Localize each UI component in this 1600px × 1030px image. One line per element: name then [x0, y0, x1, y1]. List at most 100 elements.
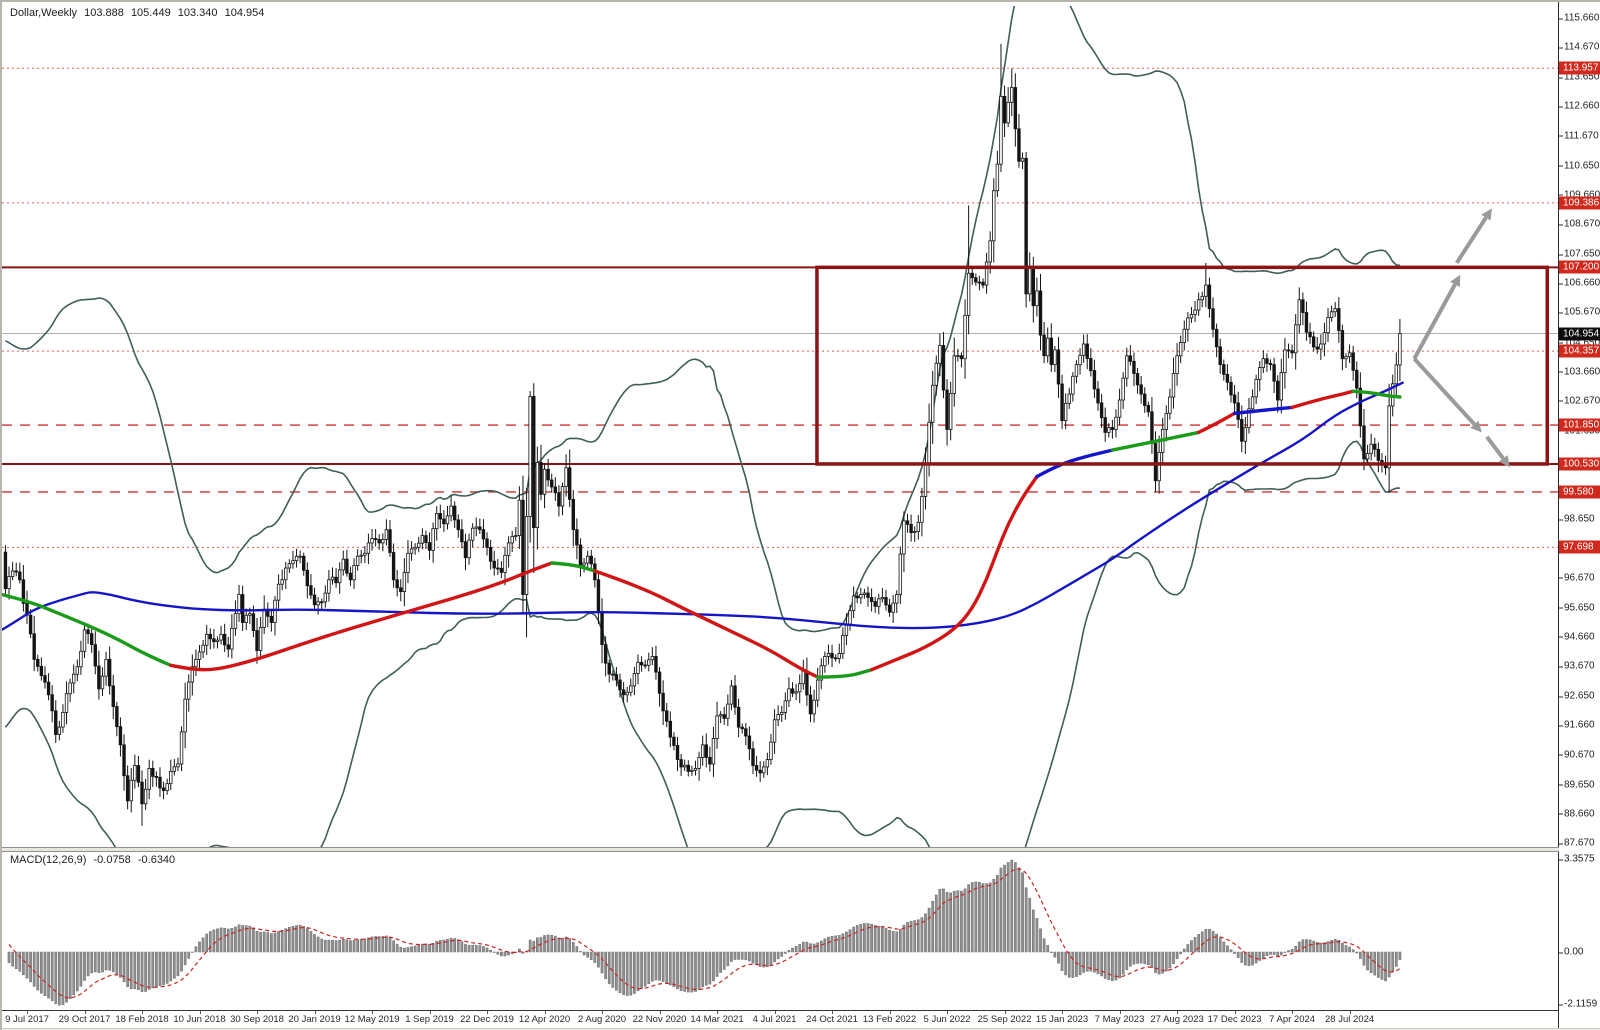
level-price-badge-104.357: 104.357 [1559, 344, 1600, 358]
date-label-5-Jun-2022: 5 Jun 2022 [923, 1014, 971, 1025]
date-tick [659, 1011, 661, 1014]
trend-ma-segment-g-0 [2, 592, 173, 667]
trend-ma-segment-b-9 [1232, 405, 1294, 415]
trend-ma-segment-r-10 [1290, 389, 1355, 410]
open-value: 103.888 [84, 7, 124, 19]
date-label-14-Mar-2021: 14 Mar 2021 [690, 1014, 744, 1025]
price-axis-label-111.670: 111.670 [1559, 130, 1599, 142]
date-label-28-Jul-2024: 28 Jul 2024 [1325, 1014, 1375, 1025]
date-tick [947, 1011, 949, 1014]
date-tick [1004, 1011, 1006, 1014]
price-axis-label-104.650: 104.650 [1558, 337, 1600, 349]
date-label-12-May-2019: 12 May 2019 [344, 1014, 400, 1025]
macd-histogram [7, 859, 1402, 1006]
price-axis-label-90.670: 90.670 [1559, 749, 1595, 761]
price-axis-label-110.650: 110.650 [1558, 160, 1600, 172]
date-label-9-Jul-2017: 9 Jul 2017 [5, 1014, 49, 1025]
price-axis-label-107.650: 107.650 [1558, 248, 1600, 260]
date-tick [1119, 1011, 1121, 1014]
level-price-badge-107.200: 107.200 [1559, 260, 1600, 274]
date-tick [199, 1011, 201, 1014]
symbol-period-label: Dollar,Weekly [10, 7, 78, 19]
price-axis-label-108.670: 108.670 [1558, 218, 1600, 230]
date-tick [1292, 1011, 1294, 1014]
date-tick [372, 1011, 374, 1014]
macd-label: MACD(12,26,9) [10, 854, 87, 866]
level-price-badge-113.957: 113.957 [1559, 61, 1600, 75]
range-rectangle-annotation[interactable] [815, 265, 1550, 466]
price-axis-label-98.650: 98.650 [1559, 513, 1595, 525]
date-tick [774, 1011, 776, 1014]
price-axis-label-106.660: 106.660 [1558, 277, 1600, 289]
date-label-20-Jan-2019: 20 Jan 2019 [288, 1014, 341, 1025]
projection-arrow-up-1[interactable] [1455, 208, 1492, 265]
date-tick [1062, 1011, 1064, 1014]
trend-ma-segment-r-3 [593, 569, 820, 679]
date-label-4-Jul-2021: 4 Jul 2021 [752, 1014, 797, 1025]
trend-ma-segment-b-6 [1035, 448, 1115, 479]
price-axis-label-115.660: 115.660 [1558, 12, 1600, 24]
date-tick [889, 1011, 891, 1014]
price-axis-label-89.650: 89.650 [1559, 779, 1595, 791]
status-strip [2, 1028, 1600, 1030]
date-label-7-May-2023: 7 May 2023 [1094, 1014, 1145, 1025]
high-value: 105.449 [130, 7, 171, 19]
date-label-29-Oct-2017: 29 Oct 2017 [58, 1014, 111, 1025]
date-tick [84, 1011, 86, 1014]
macd-pane[interactable] [7, 859, 1402, 1006]
chart-plot-area[interactable] [2, 2, 1559, 1030]
date-tick [314, 1011, 316, 1014]
projection-arrow-down-3[interactable] [1485, 435, 1510, 468]
date-label-12-Apr-2020: 12 Apr 2020 [518, 1014, 571, 1025]
date-tick [1349, 1011, 1351, 1014]
macd-signal-line [8, 868, 1401, 999]
price-axis-label-105.670: 105.670 [1558, 306, 1600, 318]
date-label-30-Sep-2018: 30 Sep 2018 [230, 1014, 284, 1025]
date-label-22-Dec-2019: 22 Dec 2019 [460, 1014, 514, 1025]
price-pane[interactable] [2, 2, 1558, 904]
level-price-badge-97.698: 97.698 [1559, 540, 1600, 554]
macd-indicator-title: MACD(12,26,9) -0.0758 -0.6340 [10, 854, 179, 866]
close-value: 104.954 [224, 7, 265, 19]
price-axis-label-102.670: 102.670 [1558, 395, 1600, 407]
projection-arrow-down-2[interactable] [1412, 357, 1482, 433]
date-label-17-Dec-2023: 17 Dec 2023 [1207, 1014, 1262, 1025]
price-axis-label-112.660: 112.660 [1558, 100, 1600, 112]
macd-signal-value: -0.6340 [137, 854, 176, 866]
macd-axis-zero: 0.00 [1558, 946, 1584, 958]
date-label-13-Feb-2022: 13 Feb 2022 [862, 1014, 917, 1025]
current-price-badge: 104.954 [1559, 327, 1600, 341]
bollinger-lower-band [4, 440, 1400, 847]
price-axis-label-96.670: 96.670 [1559, 572, 1595, 584]
price-axis-label-109.660: 109.660 [1558, 189, 1600, 201]
trend-ma-segment-g-11 [1351, 389, 1402, 399]
date-tick [717, 1011, 719, 1014]
level-price-badge-99.580: 99.580 [1559, 485, 1600, 499]
date-tick [544, 1011, 546, 1014]
trend-ma-segment-g-7 [1110, 430, 1201, 452]
time-axis[interactable]: 9 Jul 2017 29 Oct 2017 18 Feb 2018 10 Jun 2… [2, 1011, 1559, 1029]
date-tick [1177, 1011, 1179, 1014]
bollinger-upper-band [5, 6, 1400, 633]
level-price-badge-109.386: 109.386 [1559, 196, 1600, 210]
date-label-25-Sep-2022: 25 Sep 2022 [977, 1014, 1032, 1025]
price-axis-label-87.670: 87.670 [1559, 837, 1595, 849]
date-tick [257, 1011, 259, 1014]
date-tick [832, 1011, 834, 1014]
price-axis-label-92.650: 92.650 [1559, 690, 1595, 702]
trend-ma-segment-g-2 [550, 561, 597, 573]
price-axis[interactable]: 115.660 114.670 113.650 112.660 111.670 110.6… [1558, 2, 1600, 1030]
trend-ma-segment-g-4 [816, 668, 874, 679]
date-tick [429, 1011, 431, 1014]
date-label-7-Apr-2024: 7 Apr 2024 [1269, 1014, 1316, 1025]
date-label-18-Feb-2018: 18 Feb 2018 [115, 1014, 169, 1025]
pane-separator[interactable] [2, 847, 1559, 852]
level-price-badge-100.530: 100.530 [1559, 457, 1600, 471]
slow-moving-average [2, 381, 1405, 631]
date-label-10-Jun-2018: 10 Jun 2018 [173, 1014, 226, 1025]
projection-arrow-up-0[interactable] [1412, 274, 1461, 360]
date-tick [487, 1011, 489, 1014]
date-label-22-Nov-2020: 22 Nov 2020 [632, 1014, 687, 1025]
trend-ma-segment-r-1 [169, 561, 554, 672]
